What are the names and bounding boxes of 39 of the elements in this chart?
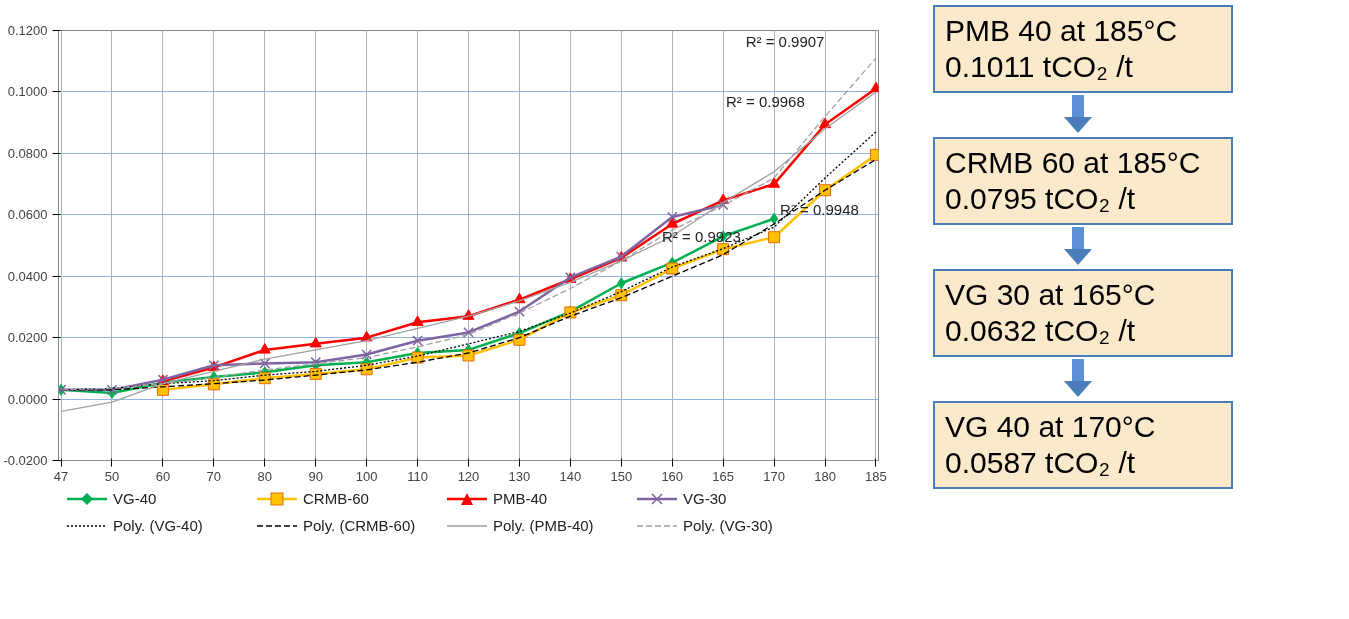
legend-label: Poly. (PMB-40) [493,516,594,537]
x-tick-label: 180 [814,468,836,484]
x-tick-label: 90 [308,468,323,484]
y-tick-label: 0.0400 [7,268,48,284]
x-tick-label: 160 [661,468,684,484]
legend-label: VG-30 [683,489,727,509]
x-tick-label: 100 [355,468,378,484]
annotation: R² = 0.9968 [725,92,805,110]
x-tick-label: 47 [53,468,69,484]
legend-label: PMB-40 [493,489,548,509]
x-tick-label: 110 [407,468,428,484]
legend-label: Poly. (CRMB-60) [303,516,416,537]
text: VG 40 at 170°C 0.0587 tCO₂ /t [933,401,1233,489]
legend-label: CRMB-60 [303,489,369,509]
legend-label: Poly. (VG-30) [683,516,773,537]
x-tick-label: 50 [104,468,120,484]
y-tick-label: 0.0000 [7,391,48,407]
y-tick-label: 0.0800 [7,145,48,161]
y-tick-label: 0.0600 [7,207,48,223]
x-tick-label: 150 [610,468,633,484]
text: VG 30 at 165°C 0.0632 tCO₂ /t [933,269,1233,357]
x-tick-label: 120 [457,468,480,484]
x-tick-label: 165 [712,468,735,484]
x-tick-label: 60 [155,468,171,484]
x-tick-label: 80 [257,468,273,484]
x-tick-label: 70 [206,468,222,484]
x-tick-label: 140 [559,468,582,484]
x-tick-label: 130 [508,468,531,484]
text: PMB 40 at 185°C 0.1011 tCO₂ /t [933,5,1233,93]
y-tick-label: 0.1200 [7,23,48,38]
text: CRMB 60 at 185°C 0.0795 tCO₂ /t [933,137,1233,225]
legend-label: VG-40 [113,489,157,509]
legend-label: Poly. (VG-40) [113,516,203,537]
y-tick-label: -0.0200 [3,453,48,468]
y-tick-label: 0.1000 [7,84,48,100]
x-tick-label: 185 [865,468,887,484]
x-tick-label: 170 [763,468,785,484]
y-tick-label: 0.0200 [7,330,48,346]
annotation: R² = 0.9907 [745,32,825,50]
